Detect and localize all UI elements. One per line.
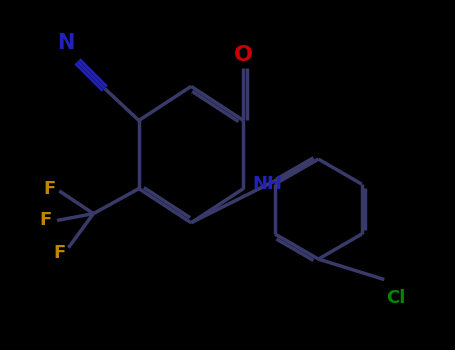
- Text: F: F: [40, 211, 52, 230]
- Text: Cl: Cl: [386, 289, 405, 307]
- Text: O: O: [234, 46, 253, 65]
- Text: N: N: [57, 33, 75, 53]
- Text: F: F: [53, 244, 66, 262]
- Text: F: F: [43, 180, 56, 198]
- Text: NH: NH: [252, 175, 282, 193]
